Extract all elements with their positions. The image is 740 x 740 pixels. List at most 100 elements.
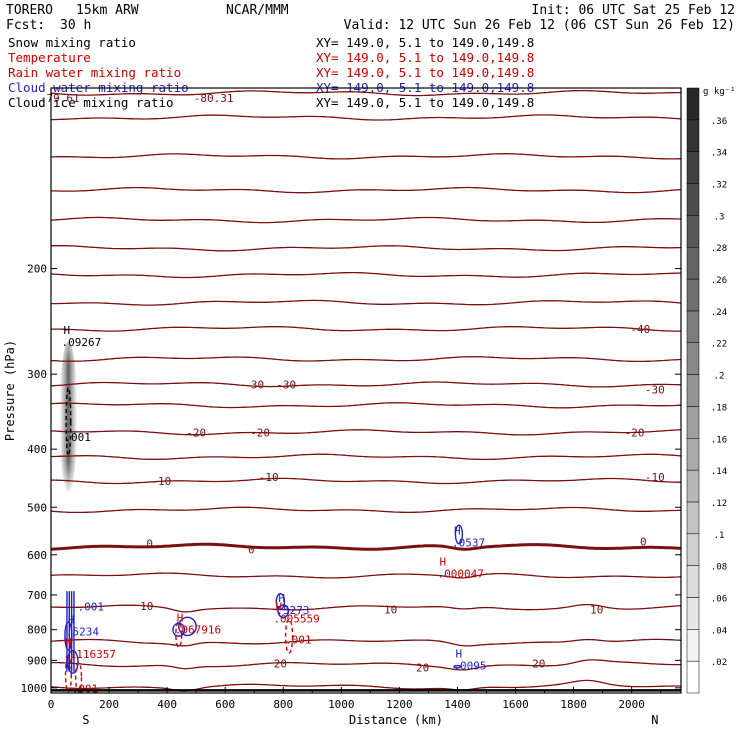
mixing-ratio-contour	[178, 616, 197, 637]
cloud-ice-shade-fade	[59, 341, 78, 492]
mixing-ratio-contour	[454, 524, 464, 545]
colorbar-tick-label: .2	[714, 372, 725, 382]
x-axis-label: Distance (km)	[349, 713, 443, 727]
colorbar-segment	[686, 469, 700, 503]
temperature-contours	[51, 89, 681, 692]
maximum-marker-h: H	[439, 556, 446, 569]
colorbar-tick-label: .1	[714, 531, 725, 541]
isotherm-line	[51, 326, 681, 332]
colorbar-segment	[686, 406, 700, 439]
field-xy: XY= 149.0, 5.1 to 149.0,149.8	[316, 35, 534, 50]
mixing-ratio-contour	[74, 661, 83, 693]
colorbar-tick-label: .24	[711, 308, 727, 318]
isotherm-label: 20	[274, 657, 287, 670]
mixing-ratio-contour	[64, 656, 73, 693]
isotherm-line	[51, 659, 681, 671]
isotherm-label: -10	[645, 471, 665, 484]
colorbar-segment	[686, 438, 700, 471]
isotherm-label: -20	[625, 426, 645, 439]
isotherm-line	[51, 402, 681, 409]
field-legend: Snow mixing ratio XY= 149.0, 5.1 to 149.…	[8, 35, 534, 110]
maximum-marker-h: H	[278, 592, 285, 605]
mixing-ratio-contour	[175, 621, 183, 648]
field-xy: XY= 149.0, 5.1 to 149.0,149.8	[316, 95, 534, 110]
isotherm-line	[51, 356, 681, 363]
maximum-marker-h: H	[454, 524, 461, 537]
maximum-value-label: .0095	[453, 660, 486, 673]
colorbar-tick-label: .34	[711, 149, 727, 159]
isotherm-line	[51, 477, 681, 485]
maximum-value-label: .5273	[276, 604, 309, 617]
cloud-ice-shading	[59, 341, 78, 492]
colorbar-segment	[686, 660, 700, 694]
x-end-label-south: S	[82, 713, 89, 727]
isotherm-line	[51, 186, 681, 194]
isotherm-line	[51, 453, 681, 461]
colorbar-segment	[686, 278, 700, 312]
colorbar-tick-label: .16	[711, 435, 727, 445]
isotherm-line	[51, 542, 681, 551]
maximum-marker-h: H	[65, 636, 72, 649]
colorbar-tick-label: .12	[711, 499, 727, 509]
isotherm-label: -79.61	[40, 92, 80, 105]
colorbar-tick-label: .02	[711, 658, 727, 668]
isotherm-line	[51, 679, 681, 692]
colorbar-segment	[686, 151, 700, 184]
isotherm-label: -40	[630, 323, 650, 336]
field-name: Snow mixing ratio	[8, 35, 136, 50]
colorbar-segment	[686, 342, 700, 375]
contour-labels: -80.31 -79.61 -40 -30 -30 -30 -20 -20 -20 -10 -10 -…	[40, 92, 665, 695]
y-tick-label: 600	[27, 549, 47, 562]
isotherm-label: 0	[248, 544, 255, 557]
isotherm-label: -30	[276, 378, 296, 391]
y-tick-label: 300	[27, 368, 47, 381]
isotherm-line	[51, 429, 681, 436]
x-tick-label: 600	[215, 698, 235, 711]
isotherm-line	[51, 216, 681, 224]
field-name: Temperature	[8, 50, 91, 65]
maximum-value-label: .0537	[452, 536, 485, 549]
isotherm-label: 20	[416, 662, 429, 675]
mixing-ratio-contour	[65, 387, 72, 457]
plot-border	[50, 87, 682, 694]
field-name: Cloud ice mixing ratio	[8, 95, 174, 110]
maximum-value-label: .5234	[66, 625, 99, 638]
maximum-value-label: .001	[77, 601, 104, 614]
model-resolution: 15km ARW	[76, 3, 139, 18]
isotherm-label: -10	[151, 475, 171, 488]
isotherm-label: -30	[244, 378, 264, 391]
colorbar-unit: g kg⁻¹	[703, 87, 736, 97]
valid-time: Valid: 12 UTC Sun 26 Feb 12 (06 CST Sun …	[344, 18, 735, 33]
x-end-label-north: N	[651, 713, 658, 727]
maximum-value-label: .001	[64, 431, 91, 444]
model-name: TORERO	[6, 3, 53, 18]
isotherm-line	[51, 299, 681, 306]
maximum-value-label: .067916	[175, 624, 221, 637]
figure-header: TORERO 15km ARW NCAR/MMM Init: 06 UTC Sa…	[6, 3, 735, 33]
y-tick-label: 500	[27, 501, 47, 514]
x-tick-label: 1400	[444, 698, 471, 711]
maximum-marker-h: H	[275, 600, 282, 613]
init-time: Init: 06 UTC Sat 25 Feb 12	[532, 3, 736, 18]
maximum-marker-h: H	[455, 648, 462, 661]
maximum-marker-h: H	[177, 612, 184, 625]
y-tick-label: 800	[27, 624, 47, 637]
isotherm-label: -10	[259, 471, 279, 484]
colorbar-segment	[686, 597, 700, 630]
colorbar-segment	[686, 629, 700, 662]
colorbar-segment	[686, 374, 700, 407]
maximum-value-label: .1116357	[63, 648, 116, 661]
isotherm-label: 0	[146, 538, 153, 551]
colorbar-tick-label: .32	[711, 181, 727, 191]
y-tick-label: 900	[27, 654, 47, 667]
maximum-marker-h: H	[68, 613, 75, 626]
x-tick-label: 2000	[618, 698, 645, 711]
mixing-ratio-contour	[277, 604, 290, 619]
colorbar-tick-label: .08	[711, 563, 727, 573]
isotherm-line	[51, 89, 681, 97]
colorbar-segment	[686, 501, 700, 535]
model-center: NCAR/MMM	[226, 3, 289, 18]
isotherm-line	[51, 603, 681, 613]
